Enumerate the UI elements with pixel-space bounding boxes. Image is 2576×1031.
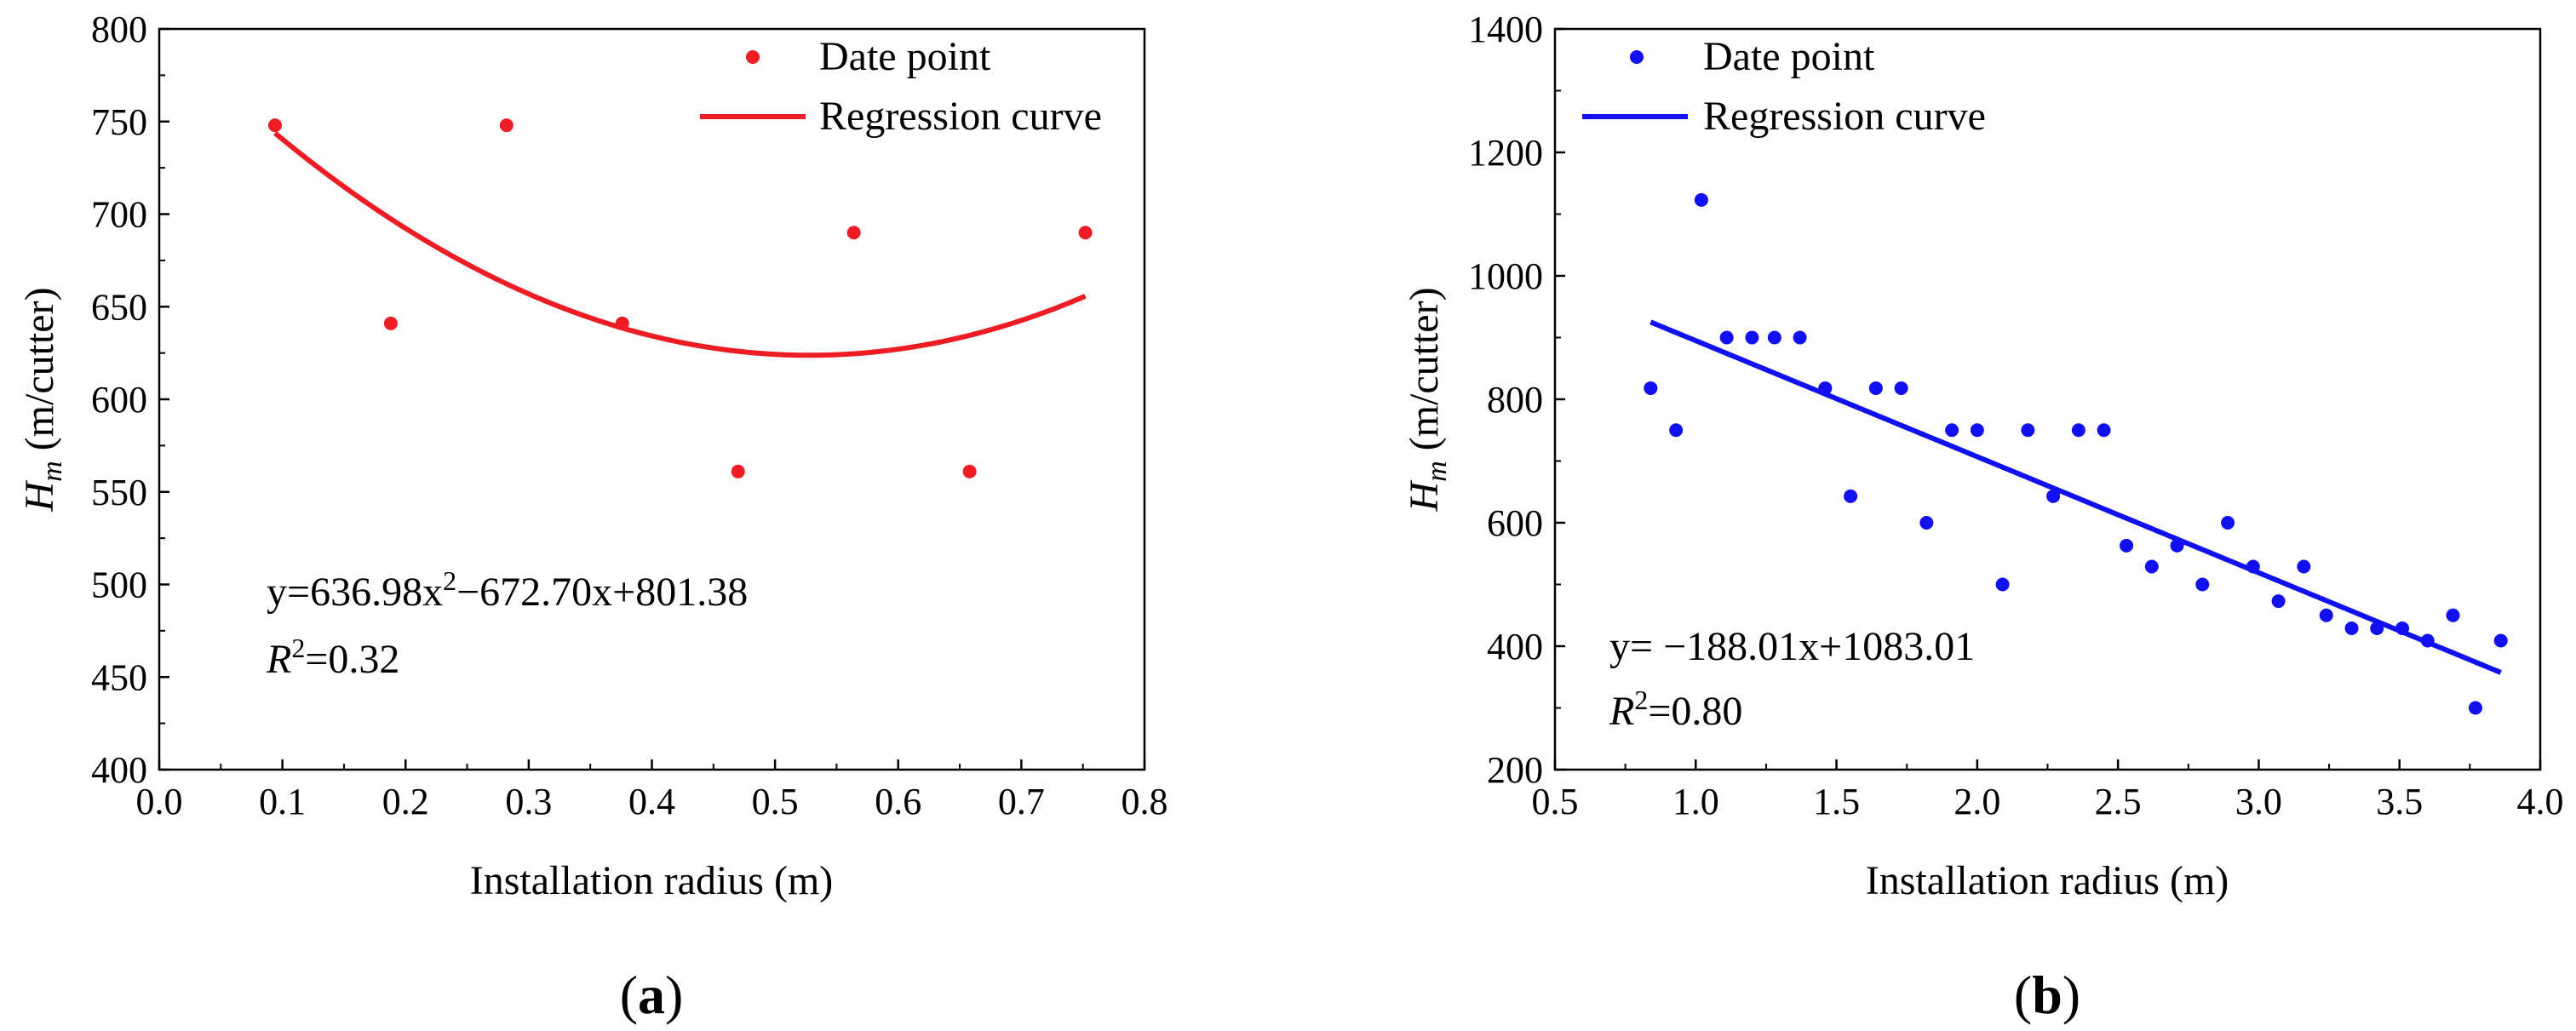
regression-equation-a: y=636.98x2−672.70x+801.38: [267, 565, 748, 615]
x-tick-label: 0.2: [382, 781, 429, 822]
data-point: [2021, 423, 2035, 438]
legend-a: Date point Regression curve: [700, 34, 1102, 139]
y-tick-label: 800: [1487, 379, 1543, 421]
data-point: [1919, 516, 1934, 530]
x-tick-label: 1.5: [1813, 781, 1860, 822]
data-point: [499, 118, 513, 133]
x-axis-label-a: Installation radius (m): [470, 858, 834, 903]
x-tick-label: 3.5: [2376, 781, 2423, 822]
data-point: [2144, 559, 2159, 574]
x-tick-label: 0.7: [998, 781, 1045, 822]
data-point: [1793, 330, 1807, 345]
data-point: [2120, 538, 2134, 553]
y-tick-label: 800: [91, 9, 147, 50]
data-point: [731, 464, 745, 478]
regression-curve: [1649, 319, 2502, 675]
x-tick-label: 1.0: [1672, 781, 1719, 822]
y-tick-label: 400: [1487, 626, 1543, 667]
y-axis-label-a: Hm (m/cutter): [17, 287, 68, 512]
panel-label-b: (b): [2014, 965, 2080, 1025]
data-point: [2493, 633, 2508, 648]
data-point: [962, 464, 977, 478]
x-tick-label: 0.3: [505, 781, 552, 822]
data-point: [846, 226, 861, 240]
legend-label-regression-curve-b: Regression curve: [1703, 94, 1986, 139]
data-point: [2221, 516, 2235, 530]
x-axis-ticks-a: 0.0 0.1 0.2 0.3 0.4 0.5 0.6 0.7 0.8: [136, 759, 1168, 822]
panel-label-a: (a): [620, 965, 684, 1025]
data-point: [383, 316, 398, 330]
data-point: [1995, 577, 2010, 592]
y-axis-label-b: Hm (m/cutter): [1402, 287, 1453, 512]
data-point: [1868, 381, 1883, 395]
r-squared-b: R2=0.80: [1609, 684, 1742, 734]
data-point: [2319, 608, 2333, 622]
regression-equation-b: y= −188.01x+1083.01: [1609, 624, 1975, 669]
y-tick-label: 550: [91, 472, 147, 513]
y-tick-label: 1200: [1468, 132, 1543, 174]
data-point: [1970, 423, 1984, 438]
data-point: [2071, 423, 2085, 438]
x-tick-label: 0.5: [1532, 781, 1579, 822]
x-axis-ticks-b: 0.5 1.0 1.5 2.0 2.5 3.0 3.5 4.0: [1532, 759, 2564, 822]
y-tick-label: 750: [91, 101, 147, 143]
legend-marker-date-point-a: [746, 50, 760, 64]
series-marks-a: [267, 118, 1093, 478]
y-tick-label: 1400: [1468, 9, 1543, 50]
legend-label-regression-curve-a: Regression curve: [819, 94, 1102, 139]
legend-label-date-point-b: Date point: [1703, 34, 1875, 79]
y-axis-ticks-b: 200 400 600 800 1000 1200 1400: [1468, 9, 1565, 791]
y-tick-label: 600: [1487, 502, 1543, 544]
x-tick-label: 0.8: [1122, 781, 1168, 822]
data-point: [1894, 381, 1908, 395]
data-point: [1694, 192, 1708, 207]
x-tick-label: 0.1: [259, 781, 306, 822]
data-point: [1844, 489, 1858, 503]
data-point: [1644, 381, 1658, 395]
data-point: [1719, 330, 1734, 345]
x-axis-label-b: Installation radius (m): [1866, 858, 2229, 903]
y-tick-label: 400: [91, 749, 147, 791]
data-point: [2271, 594, 2286, 609]
data-point: [1669, 423, 1684, 438]
x-tick-label: 0.4: [628, 781, 675, 822]
y-tick-label: 200: [1487, 749, 1543, 791]
data-point: [2344, 621, 2359, 635]
panel-a: 0.0 0.1 0.2 0.3 0.4 0.5 0.6 0.7 0.8 400 450 500 550…: [17, 9, 1168, 1025]
y-tick-label: 650: [91, 286, 147, 328]
data-point: [2046, 489, 2061, 503]
data-point: [2097, 423, 2111, 438]
y-tick-label: 450: [91, 656, 147, 698]
x-tick-label: 3.0: [2235, 781, 2282, 822]
y-tick-label: 500: [91, 564, 147, 606]
data-point: [1767, 330, 1781, 345]
data-point: [1078, 226, 1093, 240]
y-tick-label: 600: [91, 379, 147, 421]
x-tick-label: 2.0: [1954, 781, 2000, 822]
y-axis-ticks-a: 400 450 500 550 600 650 700 750 800: [91, 9, 169, 791]
x-tick-label: 0.5: [752, 781, 799, 822]
data-point: [2468, 701, 2482, 715]
y-tick-label: 1000: [1468, 255, 1543, 297]
y-tick-label: 700: [91, 194, 147, 236]
x-tick-label: 0.0: [136, 781, 183, 822]
panel-b: 0.5 1.0 1.5 2.0 2.5 3.0 3.5 4.0 200 400 600 800 100…: [1402, 9, 2564, 1025]
x-tick-label: 0.6: [875, 781, 921, 822]
legend-marker-date-point-b: [1630, 50, 1644, 64]
data-point: [2446, 608, 2460, 622]
regression-curve: [273, 130, 1087, 358]
data-point: [2297, 559, 2311, 574]
legend-b: Date point Regression curve: [1582, 34, 1986, 139]
x-tick-label: 4.0: [2517, 781, 2564, 822]
data-point: [2195, 577, 2210, 592]
data-point: [267, 118, 282, 133]
data-point: [1945, 423, 1959, 438]
data-point: [1745, 330, 1759, 345]
r-squared-a: R2=0.32: [266, 633, 399, 682]
legend-label-date-point-a: Date point: [819, 34, 991, 79]
x-tick-label: 2.5: [2095, 781, 2142, 822]
series-marks-b: [1644, 192, 2508, 715]
